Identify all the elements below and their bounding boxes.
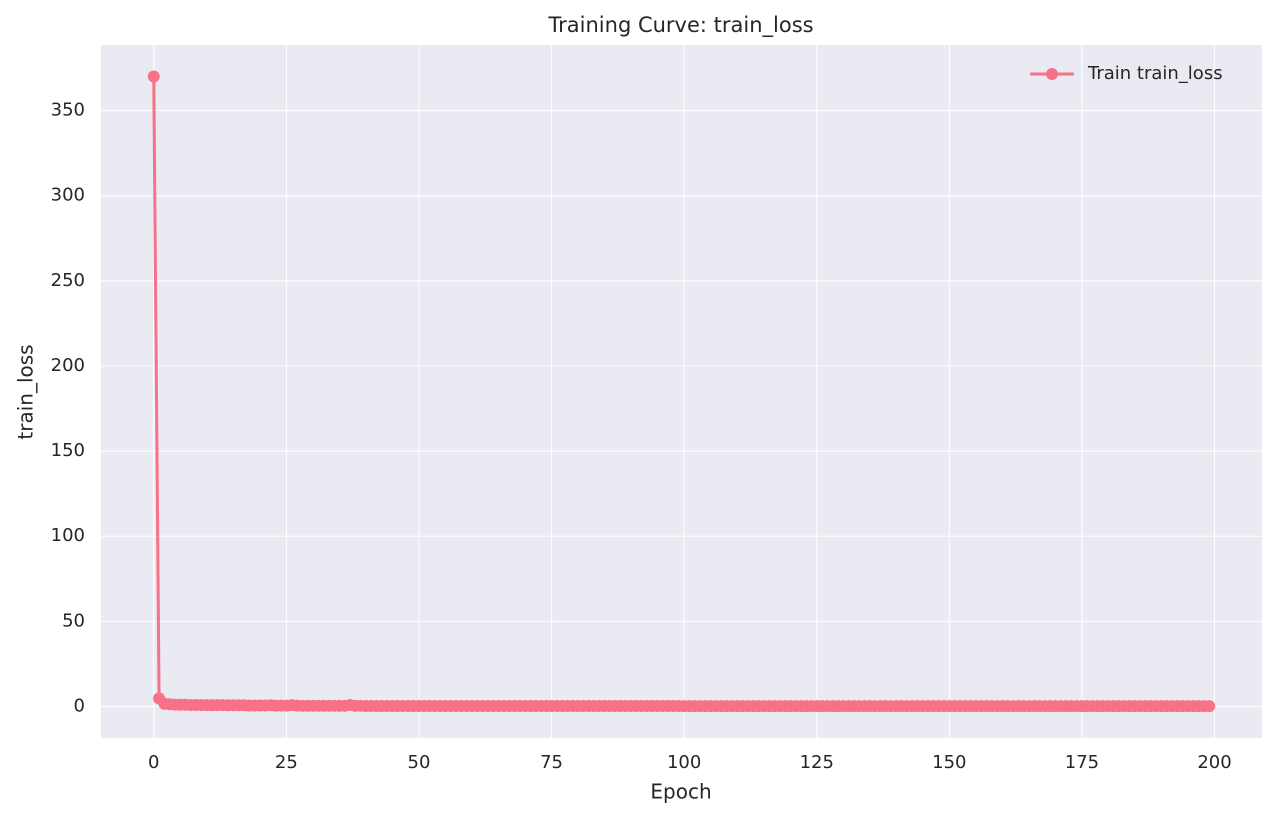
y-tick-label: 0 [74,696,85,717]
y-tick-label: 150 [51,440,85,461]
x-tick-label: 150 [932,752,966,773]
y-tick-label: 300 [51,185,85,206]
y-tick-label: 200 [51,355,85,376]
x-tick-label: 100 [667,752,701,773]
y-tick-label: 350 [51,100,85,121]
y-tick-label: 50 [62,610,85,631]
y-tick-label: 100 [51,525,85,546]
x-axis-label: Epoch [650,780,711,804]
point [1203,700,1216,713]
x-tick-label: 50 [408,752,431,773]
x-tick-label: 75 [540,752,563,773]
point [147,70,160,83]
x-tick-label: 0 [148,752,159,773]
legend: Train train_loss [1030,63,1223,84]
legend-marker [1046,68,1058,80]
plot-area [101,45,1262,738]
x-tick-label: 175 [1065,752,1099,773]
legend-label: Train train_loss [1087,63,1223,84]
x-tick-label: 200 [1197,752,1231,773]
y-tick-label: 250 [51,270,85,291]
y-axis-label: train_loss [14,344,38,439]
chart-title: Training Curve: train_loss [547,13,813,38]
x-tick-label: 125 [800,752,834,773]
x-tick-label: 25 [275,752,298,773]
